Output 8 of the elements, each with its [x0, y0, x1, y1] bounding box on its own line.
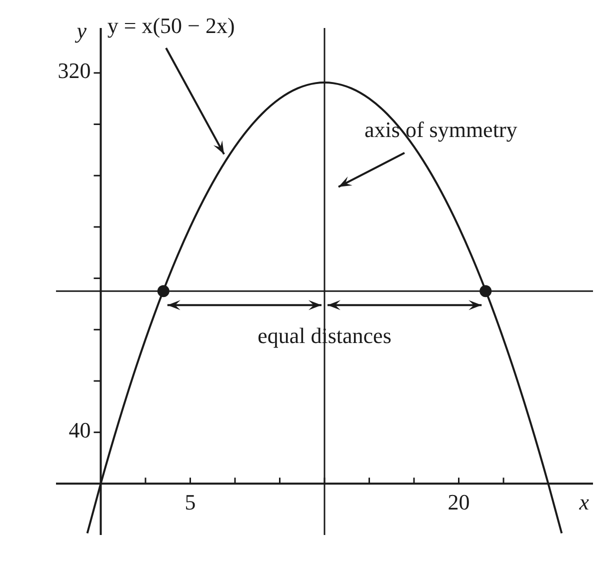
x-axis-title: x — [578, 490, 590, 515]
y-axis-title: y — [74, 18, 87, 43]
x-tick-label: 20 — [448, 490, 470, 515]
x-tick-label: 5 — [184, 490, 196, 515]
annotation: y = x(50 − 2x) — [107, 13, 235, 38]
y-tick-label: 320 — [58, 58, 91, 83]
y-tick-label: 40 — [68, 417, 91, 442]
annotation: axis of symmetry — [364, 116, 518, 142]
